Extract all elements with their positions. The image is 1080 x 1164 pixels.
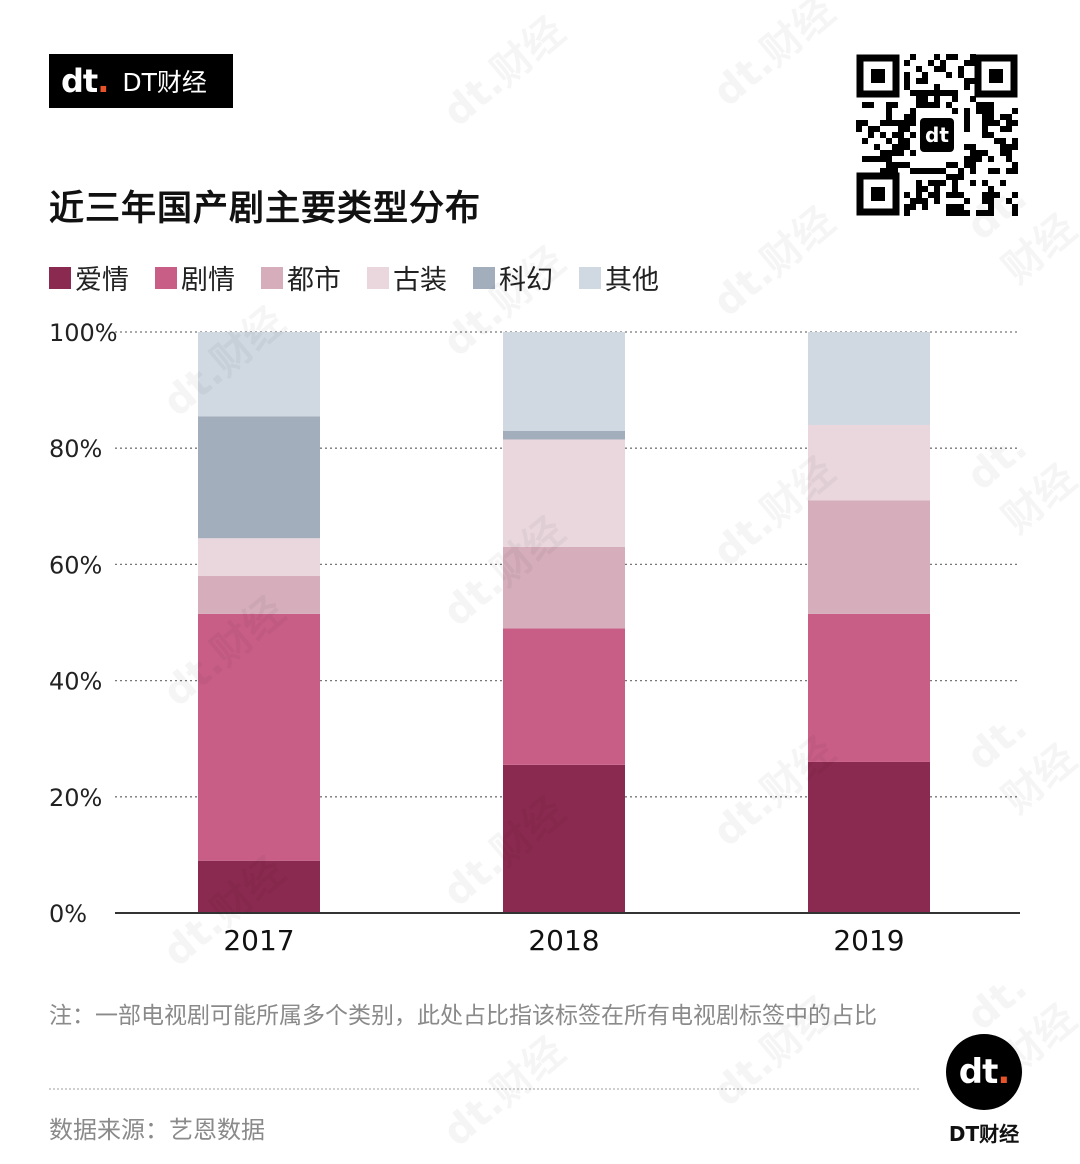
y-tick-label: 20% (49, 784, 102, 812)
legend-item: 其他 (579, 258, 659, 297)
legend-swatch (579, 266, 601, 289)
chart-note: 注：一部电视剧可能所属多个类别，此处占比指该标签在所有电视剧标签中的占比 (49, 1003, 877, 1029)
footer-logo: dt. (946, 1034, 1022, 1110)
chart-legend: 爱情 剧情 都市 古装 科幻 其他 (49, 258, 685, 297)
watermark: dt.财经 (698, 0, 845, 117)
legend-item: 古装 (367, 258, 447, 297)
legend-label: 都市 (287, 265, 341, 296)
bar-segment (503, 439, 625, 547)
legend-swatch (473, 266, 495, 289)
legend-label: 剧情 (181, 265, 235, 296)
legend-label: 科幻 (499, 265, 553, 296)
legend-label: 爱情 (75, 265, 129, 296)
svg-text:dt: dt (925, 123, 949, 147)
legend-label: 其他 (605, 265, 659, 296)
brand-logo: dt. DT财经 (49, 54, 233, 108)
bar-segment (503, 628, 625, 765)
bar-segment (503, 764, 625, 913)
data-source: 数据来源：艺恩数据 (49, 1116, 265, 1144)
bar-segment (198, 332, 320, 417)
bar-segment (808, 332, 930, 425)
bar-segment (198, 576, 320, 614)
bar-segment (808, 761, 930, 913)
legend-item: 科幻 (473, 258, 553, 297)
legend-item: 剧情 (155, 258, 235, 297)
footer-brand-name: DT财经 (948, 1122, 1020, 1146)
x-tick-label: 2017 (223, 924, 294, 957)
watermark: dt.财经 (428, 1, 575, 137)
y-tick-label: 100% (49, 319, 118, 347)
brand-mark: dt. (61, 62, 109, 100)
stacked-bar-chart: 0% 20% 40% 60% 80% 100% 2017 2018 2019 (49, 319, 1020, 957)
bar-segment (198, 416, 320, 539)
y-tick-label: 60% (49, 551, 102, 579)
bar-segment (503, 332, 625, 431)
legend-swatch (155, 266, 177, 289)
legend-label: 古装 (393, 265, 447, 296)
bar-segment (503, 430, 625, 440)
legend-item: 都市 (261, 258, 341, 297)
y-tick-label: 80% (49, 435, 102, 463)
bar-segment (503, 546, 625, 629)
legend-swatch (261, 266, 283, 289)
bar-segment (198, 538, 320, 577)
legend-swatch (49, 266, 71, 289)
bar-segment (198, 860, 320, 913)
x-tick-label: 2018 (528, 924, 599, 957)
divider (49, 1088, 919, 1090)
y-tick-label: 0% (49, 900, 87, 928)
x-tick-label: 2019 (833, 924, 904, 957)
qr-code: dt (856, 54, 1018, 216)
y-tick-label: 40% (49, 668, 102, 696)
bar-segment (808, 613, 930, 762)
legend-item: 爱情 (49, 258, 129, 297)
brand-name: DT财经 (122, 68, 207, 97)
bar-segment (198, 613, 320, 861)
bar-segment (808, 500, 930, 614)
chart-title: 近三年国产剧主要类型分布 (49, 189, 482, 229)
legend-swatch (367, 266, 389, 289)
bar-segment (808, 424, 930, 501)
